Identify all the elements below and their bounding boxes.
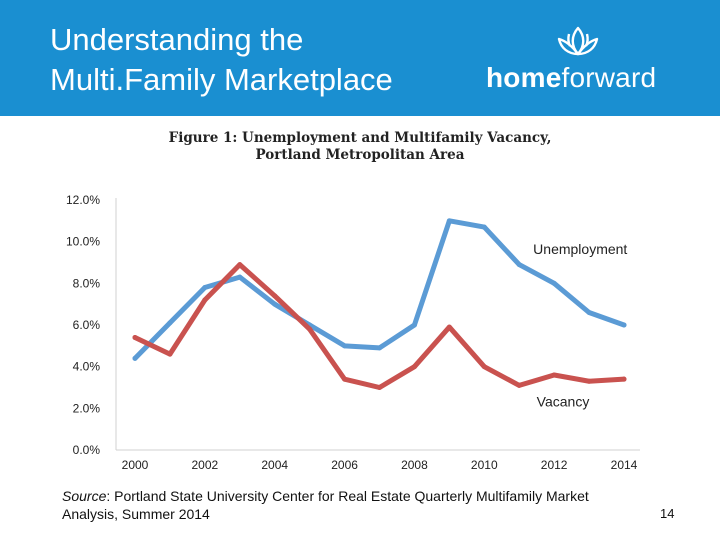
data-point-vacancy <box>132 335 138 340</box>
data-point-vacancy <box>621 376 627 382</box>
y-tick-label: 10.0% <box>66 235 100 249</box>
data-point-unemployment <box>167 320 173 326</box>
line-chart: 0.0% 2.0% 4.0% 6.0% 8.0% 10.0% 12.0% 2000 2002 20… <box>66 193 640 472</box>
lotus-flower-icon <box>557 26 599 56</box>
slide-header: Understanding the Multi.Family Marketpla… <box>0 0 720 116</box>
homeforward-logo: homeforward <box>486 22 676 102</box>
slide-title-line-2: Multi.Family Marketplace <box>50 62 393 97</box>
data-point-unemployment <box>551 280 557 286</box>
data-point-vacancy <box>551 372 557 378</box>
slide-title: Understanding the Multi.Family Marketpla… <box>50 20 393 100</box>
data-point-vacancy <box>411 364 417 370</box>
data-point-vacancy <box>446 324 452 330</box>
data-point-vacancy <box>516 382 522 388</box>
data-point-unemployment <box>132 355 138 361</box>
logo-word-home: home <box>486 62 562 93</box>
x-tick-label: 2014 <box>611 458 638 472</box>
data-point-vacancy <box>586 378 592 384</box>
figure-title-line-2: Portland Metropolitan Area <box>255 147 465 163</box>
x-tick-label: 2010 <box>471 458 498 472</box>
x-tick-label: 2002 <box>192 458 219 472</box>
slide-title-line-1: Understanding the <box>50 22 304 57</box>
data-point-unemployment <box>621 322 627 328</box>
data-point-vacancy <box>377 385 382 390</box>
data-point-vacancy <box>202 297 208 303</box>
data-point-vacancy <box>272 293 278 299</box>
x-tick-label: 2006 <box>331 458 358 472</box>
data-point-unemployment <box>516 262 522 268</box>
data-point-unemployment <box>586 310 592 315</box>
y-tick-label: 12.0% <box>66 193 100 207</box>
figure-title: Figure 1: Unemployment and Multifamily V… <box>150 130 570 164</box>
data-point-vacancy <box>481 364 487 370</box>
x-tick-label: 2000 <box>122 458 149 472</box>
y-tick-label: 0.0% <box>73 443 101 457</box>
data-point-vacancy <box>237 262 243 268</box>
data-point-unemployment <box>446 218 452 224</box>
x-tick-label: 2012 <box>541 458 568 472</box>
data-point-unemployment <box>377 345 382 351</box>
figure-title-line-1: Figure 1: Unemployment and Multifamily V… <box>168 130 552 146</box>
data-point-unemployment <box>411 322 417 328</box>
source-label: Source <box>62 488 107 504</box>
data-point-vacancy <box>167 351 173 357</box>
logo-word-forward: forward <box>561 62 657 93</box>
data-point-unemployment <box>342 343 348 349</box>
y-tick-label: 2.0% <box>73 401 101 415</box>
data-point-vacancy <box>307 326 313 332</box>
data-point-unemployment <box>272 301 278 307</box>
data-point-unemployment <box>481 224 487 230</box>
data-point-unemployment <box>237 274 243 280</box>
y-tick-label: 8.0% <box>73 276 101 290</box>
y-tick-label: 4.0% <box>73 360 101 374</box>
logo-wordmark: homeforward <box>486 62 656 94</box>
series-label-vacancy: Vacancy <box>537 393 590 409</box>
x-tick-label: 2004 <box>261 458 288 472</box>
y-tick-label: 6.0% <box>73 318 101 332</box>
data-point-vacancy <box>342 376 348 382</box>
page-number: 14 <box>660 506 675 521</box>
source-citation: Source: Portland State University Center… <box>62 487 642 523</box>
x-tick-label: 2008 <box>401 458 428 472</box>
source-text: : Portland State University Center for R… <box>62 488 589 522</box>
series-label-unemployment: Unemployment <box>533 241 627 257</box>
data-point-unemployment <box>202 285 208 290</box>
